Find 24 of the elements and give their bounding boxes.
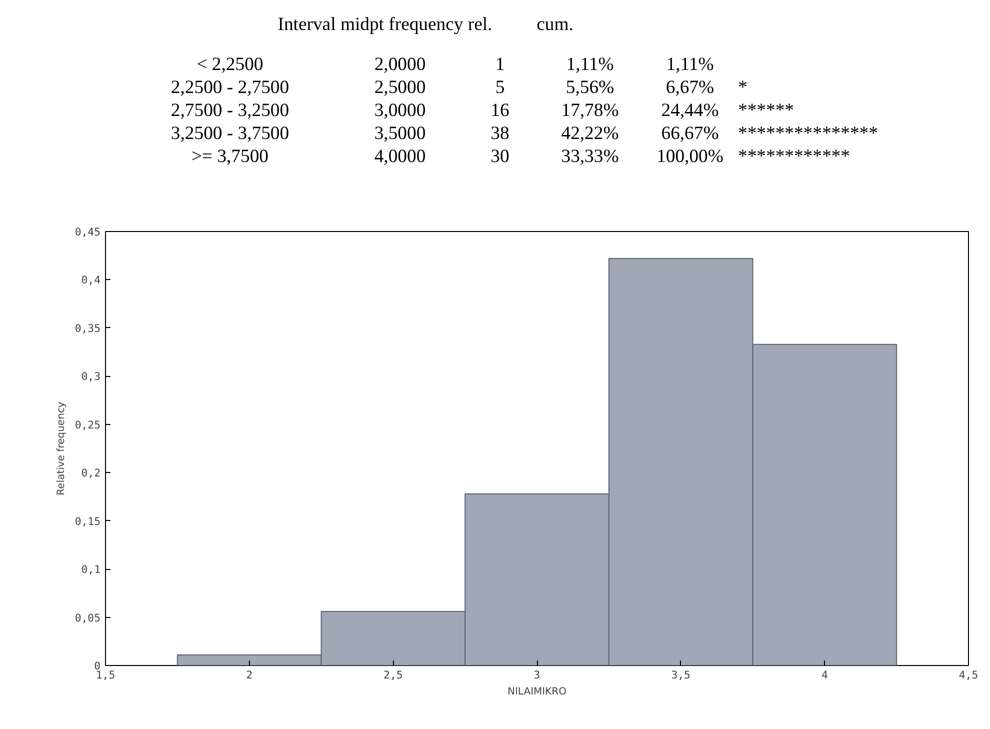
text: 3,2500 - 3,7500 3,5000 38 42,22% 66,67% *************** — [170, 123, 878, 144]
x-tick-label: 2,5 — [384, 668, 403, 682]
x-tick-label: 3 — [534, 668, 540, 682]
y-tick-label: 0,2 — [81, 466, 101, 480]
x-tick-label: 3,5 — [671, 668, 690, 682]
x-axis-title: NILAIMIKRO — [508, 686, 567, 698]
y-tick-label: 0,45 — [74, 226, 101, 238]
y-tick-label: 0,25 — [74, 418, 101, 432]
x-tick-label: 1,5 — [96, 668, 116, 682]
x-tick-label: 4,5 — [958, 668, 978, 682]
text: >= 3,7500 4,0000 30 33,33% 100,00% ************ — [191, 146, 850, 167]
x-tick-label: 4 — [821, 668, 828, 682]
y-tick-label: 0,05 — [74, 611, 101, 624]
text: 2,7500 - 3,2500 3,0000 16 17,78% 24,44% ****** — [170, 100, 794, 121]
text: 2,2500 - 2,7500 2,5000 5 5,56% 6,67% * — [170, 77, 748, 98]
y-tick-label: 0,15 — [74, 514, 101, 528]
y-tick-label: 0,3 — [81, 370, 101, 384]
text: < 2,2500 2,0000 1 1,11% 1,11% — [196, 54, 714, 75]
y-tick-label: 0,35 — [74, 322, 101, 335]
y-tick-label: 0,1 — [81, 563, 101, 576]
text: Interval midpt frequency rel. cum. — [278, 14, 574, 35]
y-tick-label: 0,4 — [81, 274, 101, 287]
y-axis-title: Relative frequency — [56, 402, 67, 496]
x-tick-label: 2 — [246, 668, 253, 682]
